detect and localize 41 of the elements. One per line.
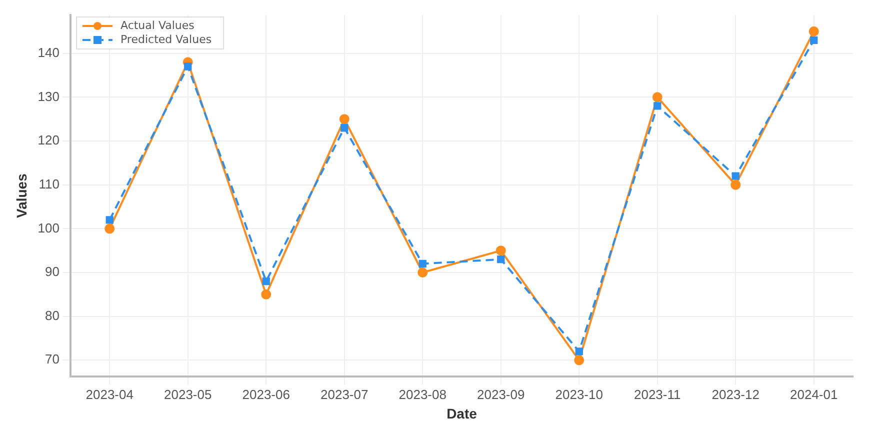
point — [575, 348, 583, 356]
y-tick-label: 90 — [45, 264, 60, 280]
x-tick-label: 2024-01 — [790, 386, 838, 402]
point — [496, 246, 506, 256]
x-tick-label: 2023-06 — [242, 386, 290, 402]
point — [104, 224, 115, 234]
point — [652, 92, 662, 102]
y-tick-label: 120 — [38, 132, 60, 148]
point — [418, 260, 426, 268]
y-axis-title: Values — [13, 173, 30, 218]
x-tick-label: 2023-09 — [477, 386, 525, 402]
y-tick-label: 80 — [45, 308, 60, 323]
x-axis-title: Date — [446, 405, 478, 422]
point — [340, 124, 348, 132]
y-tick-label: 100 — [38, 220, 60, 236]
x-tick-label: 2023-05 — [164, 386, 212, 402]
point — [574, 355, 584, 366]
point — [810, 36, 818, 44]
point — [261, 289, 272, 300]
y-tick-label: 140 — [38, 44, 60, 60]
x-tick-label: 2023-04 — [86, 386, 134, 402]
point — [339, 114, 350, 124]
y-tick-label: 130 — [38, 88, 60, 104]
x-tick-label: 2023-11 — [634, 386, 681, 402]
point — [808, 26, 819, 36]
y-tick-label: 70 — [45, 352, 60, 367]
point — [418, 268, 428, 278]
x-tick-label: 2023-10 — [555, 386, 603, 402]
legend-label: Predicted Values — [120, 32, 212, 46]
point — [184, 62, 192, 70]
x-tick-label: 2023-08 — [398, 386, 446, 402]
x-tick-label: 2023-07 — [320, 386, 368, 402]
point — [654, 102, 662, 110]
legend-label: Actual Values — [120, 18, 195, 32]
point — [730, 180, 741, 190]
point — [106, 216, 114, 224]
point — [262, 277, 270, 286]
x-tick-label: 2023-12 — [712, 386, 760, 402]
point — [497, 256, 505, 264]
point — [732, 172, 740, 180]
y-tick-label: 110 — [38, 176, 60, 192]
